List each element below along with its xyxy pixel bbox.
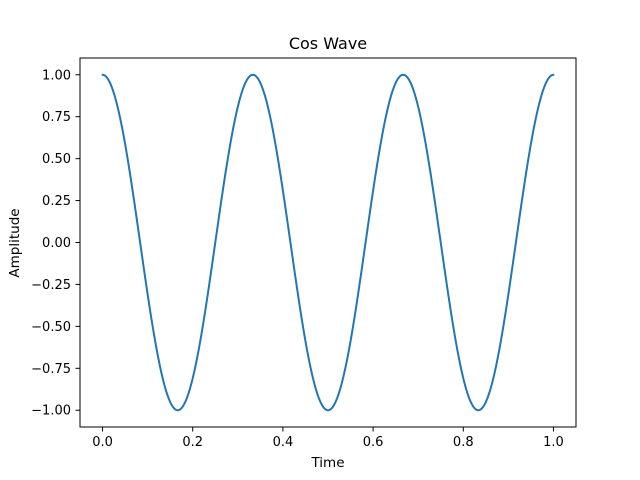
x-axis-ticks: 0.0 0.2 0.4 0.6 0.8 1.0 [92,427,564,450]
y-tick-label: 0.75 [42,110,71,125]
x-tick-label: 0.4 [273,435,294,450]
y-tick-label: 0.50 [42,152,71,167]
series-line-cos [101,73,555,412]
chart-title: Cos Wave [289,34,367,53]
y-tick-label: −0.75 [31,362,71,377]
y-tick-label: −1.00 [31,404,71,419]
x-tick-label: 0.0 [92,435,113,450]
y-tick-label: −0.25 [31,278,71,293]
y-tick-label: 0.25 [42,194,71,209]
y-tick-label: −0.50 [31,320,71,335]
x-axis-label: Time [310,455,344,471]
y-tick-label: 1.00 [42,68,71,83]
y-axis-label: Amplitude [7,208,23,277]
x-tick-label: 0.2 [182,435,203,450]
x-tick-label: 1.0 [543,435,564,450]
x-tick-label: 0.8 [453,435,474,450]
y-axis-ticks: −1.00 −0.75 −0.50 −0.25 0.00 0.25 0.50 0.75 1.00 [31,68,80,419]
x-tick-label: 0.6 [363,435,384,450]
y-tick-label: 0.00 [42,236,71,251]
